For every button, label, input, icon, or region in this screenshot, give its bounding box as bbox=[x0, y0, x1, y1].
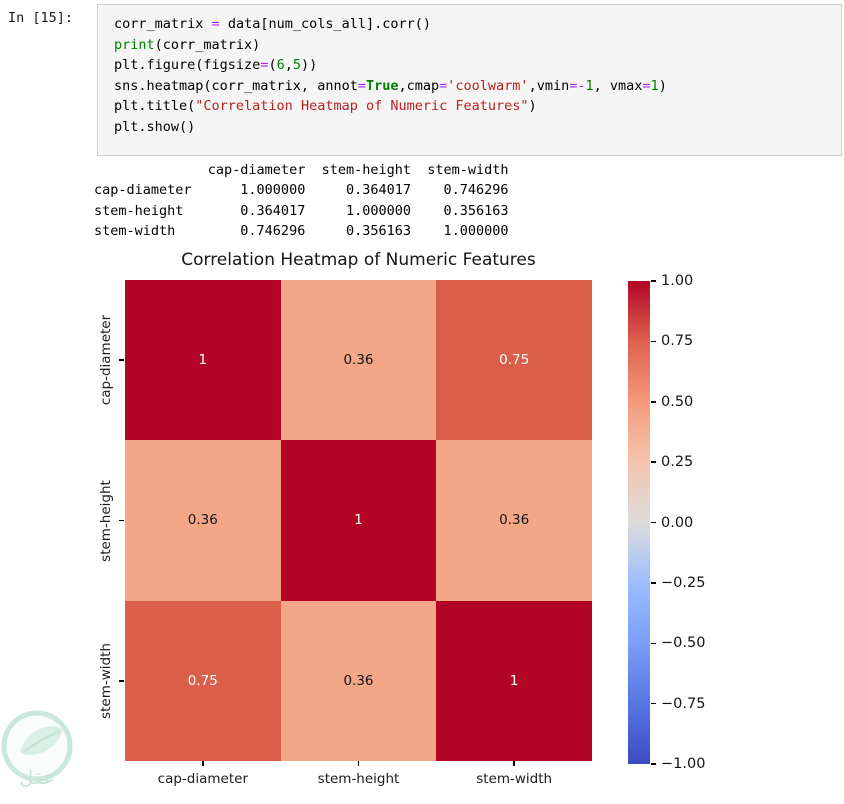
heatmap-cell-cap-diameter-stem-height: 0.36 bbox=[280, 280, 437, 441]
y-axis-tick bbox=[119, 519, 124, 522]
heatmap-grid: 1 0.36 0.75 0.36 1 0.36 0.75 0.36 1 bbox=[125, 280, 592, 761]
code-token: ) bbox=[658, 77, 667, 94]
colorbar-tick-label: −0.75 bbox=[661, 695, 706, 712]
heatmap-cell-stem-width-stem-width: 1 bbox=[436, 600, 592, 761]
heatmap-cell-cap-diameter-stem-width: 0.75 bbox=[436, 280, 592, 441]
cell-prompt: In [15]: bbox=[8, 10, 74, 26]
output-text: cap-diameter stem-height stem-width cap-… bbox=[94, 162, 509, 240]
code-line: sns.heatmap(corr_matrix, annot=True,cmap… bbox=[114, 76, 833, 97]
code-token: print bbox=[114, 36, 155, 53]
heatmap-cell-stem-height-stem-height: 1 bbox=[280, 440, 437, 601]
colorbar-tick bbox=[651, 582, 656, 584]
code-token: sns.heatmap(corr_matrix, annot bbox=[114, 77, 358, 94]
code-token: = bbox=[357, 77, 366, 94]
colorbar-tick bbox=[651, 702, 656, 705]
code-token: , vmax bbox=[593, 77, 643, 94]
code-token: ) bbox=[528, 98, 537, 115]
colorbar-tick bbox=[651, 521, 656, 524]
colorbar-tick-label: −0.25 bbox=[661, 574, 706, 591]
colorbar-tick bbox=[651, 642, 656, 644]
code-token: 1 bbox=[585, 77, 594, 94]
x-axis-label-stem-width: stem-width bbox=[476, 771, 553, 787]
colorbar-tick-label: −0.50 bbox=[661, 635, 706, 652]
code-token: = bbox=[439, 77, 448, 94]
code-token: 'coolwarm' bbox=[447, 77, 529, 94]
y-axis-tick bbox=[119, 359, 124, 361]
heatmap-cell-stem-height-cap-diameter: 0.36 bbox=[125, 440, 281, 601]
colorbar-tick-label: 0.75 bbox=[661, 333, 694, 350]
code-token: ,vmin bbox=[528, 77, 570, 94]
code-line: print(corr_matrix) bbox=[114, 35, 833, 56]
code-token: ,cmap bbox=[398, 77, 440, 94]
colorbar-tick-label: 0.25 bbox=[661, 454, 694, 471]
code-token: - bbox=[577, 77, 586, 94]
x-axis-tick bbox=[513, 761, 515, 766]
watermark-logo: عقل bbox=[0, 700, 86, 799]
colorbar-tick bbox=[651, 280, 656, 282]
code-token: "Correlation Heatmap of Numeric Features… bbox=[195, 98, 529, 115]
code-token: data[num_cols_all].corr() bbox=[219, 16, 432, 32]
x-axis-label-cap-diameter: cap-diameter bbox=[157, 771, 248, 787]
code-token: 1 bbox=[650, 77, 659, 94]
code-token: True bbox=[365, 77, 399, 94]
code-token: , bbox=[284, 57, 293, 74]
colorbar-tick bbox=[651, 401, 656, 403]
code-token: plt.title( bbox=[114, 98, 196, 115]
watermark-text: عقل bbox=[19, 768, 54, 789]
colorbar-tick-label: 0.50 bbox=[661, 393, 694, 410]
colorbar-tick bbox=[651, 461, 656, 463]
chart-title: Correlation Heatmap of Numeric Features bbox=[181, 250, 536, 270]
code-token: ( bbox=[268, 57, 277, 74]
code-token: corr_matrix bbox=[114, 16, 212, 32]
code-line: plt.show() bbox=[114, 117, 833, 138]
code-token: = bbox=[211, 16, 220, 32]
colorbar-tick-label: −1.00 bbox=[661, 756, 706, 772]
code-line: corr_matrix = data[num_cols_all].corr() bbox=[114, 14, 833, 35]
colorbar-tick bbox=[651, 763, 656, 765]
y-axis-label-stem-height: stem-height bbox=[98, 479, 114, 562]
x-axis-tick bbox=[357, 761, 360, 766]
colorbar-tick-label: 1.00 bbox=[661, 273, 694, 289]
heatmap-cell-stem-width-cap-diameter: 0.75 bbox=[125, 600, 281, 761]
colorbar-tick-label: 0.00 bbox=[661, 514, 694, 531]
y-axis-label-cap-diameter: cap-diameter bbox=[98, 314, 114, 406]
code-editor[interactable]: corr_matrix = data[num_cols_all].corr() p… bbox=[97, 4, 842, 156]
y-axis-label-stem-width: stem-width bbox=[98, 642, 114, 719]
code-lines: corr_matrix = data[num_cols_all].corr() p… bbox=[114, 14, 833, 138]
code-token: plt.figure(figsize bbox=[114, 57, 261, 74]
x-axis-tick bbox=[202, 761, 204, 766]
heatmap-cell-stem-width-stem-height: 0.36 bbox=[280, 600, 437, 761]
code-token: = bbox=[569, 77, 578, 94]
heatmap-cell-cap-diameter-cap-diameter: 1 bbox=[125, 280, 281, 441]
code-token: (corr_matrix) bbox=[154, 36, 261, 53]
code-token: )) bbox=[301, 57, 318, 74]
code-token: 6 bbox=[276, 57, 285, 74]
colorbar-tick bbox=[651, 340, 656, 343]
leaf-vein bbox=[23, 729, 61, 753]
code-token: = bbox=[642, 77, 651, 94]
code-line: plt.title("Correlation Heatmap of Numeri… bbox=[114, 96, 833, 117]
y-axis-tick bbox=[119, 680, 124, 682]
colorbar-gradient bbox=[628, 281, 650, 764]
code-line: plt.figure(figsize=(6,5)) bbox=[114, 55, 833, 76]
heatmap-cell-stem-height-stem-width: 0.36 bbox=[436, 440, 592, 601]
code-token: plt.show() bbox=[114, 118, 196, 135]
code-token: 5 bbox=[292, 57, 302, 74]
x-axis-label-stem-height: stem-height bbox=[317, 771, 400, 787]
code-token: = bbox=[260, 57, 269, 74]
